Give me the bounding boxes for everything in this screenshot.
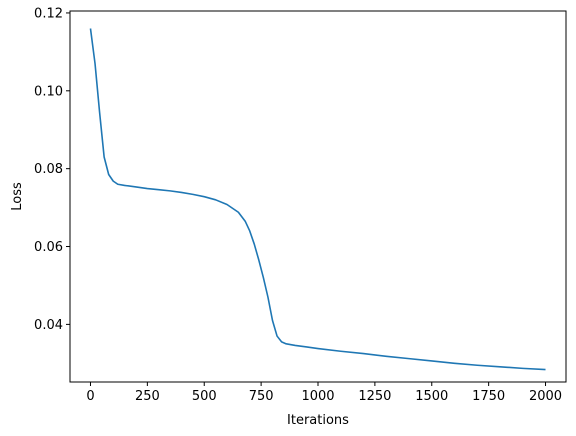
loss-series-line (89, 28, 546, 371)
y-tick-label: 0.04 (34, 318, 63, 333)
x-tick-label: 2000 (529, 389, 562, 404)
x-axis-label: Iterations (287, 413, 349, 428)
axes-frame (69, 10, 567, 383)
y-tick-label: 0.12 (34, 6, 63, 21)
plot-area (89, 28, 546, 371)
y-tick-label: 0.10 (34, 84, 63, 99)
y-tick-label: 0.06 (34, 240, 63, 255)
x-tick-label: 1500 (415, 389, 448, 404)
x-tick-label: 0 (86, 389, 94, 404)
y-axis-label: Loss (10, 182, 25, 211)
x-tick-label: 1250 (358, 389, 391, 404)
x-tick-label: 500 (192, 389, 217, 404)
y-axis-ticks: 0.04 0.06 0.08 0.10 0.12 (34, 6, 70, 333)
x-tick-label: 1000 (301, 389, 334, 404)
x-tick-label: 750 (249, 389, 274, 404)
y-tick-label: 0.08 (34, 162, 63, 177)
x-tick-label: 250 (135, 389, 160, 404)
x-tick-label: 1750 (472, 389, 505, 404)
x-axis-ticks: 0 250 500 750 1000 1250 1500 1750 2000 (86, 382, 562, 404)
